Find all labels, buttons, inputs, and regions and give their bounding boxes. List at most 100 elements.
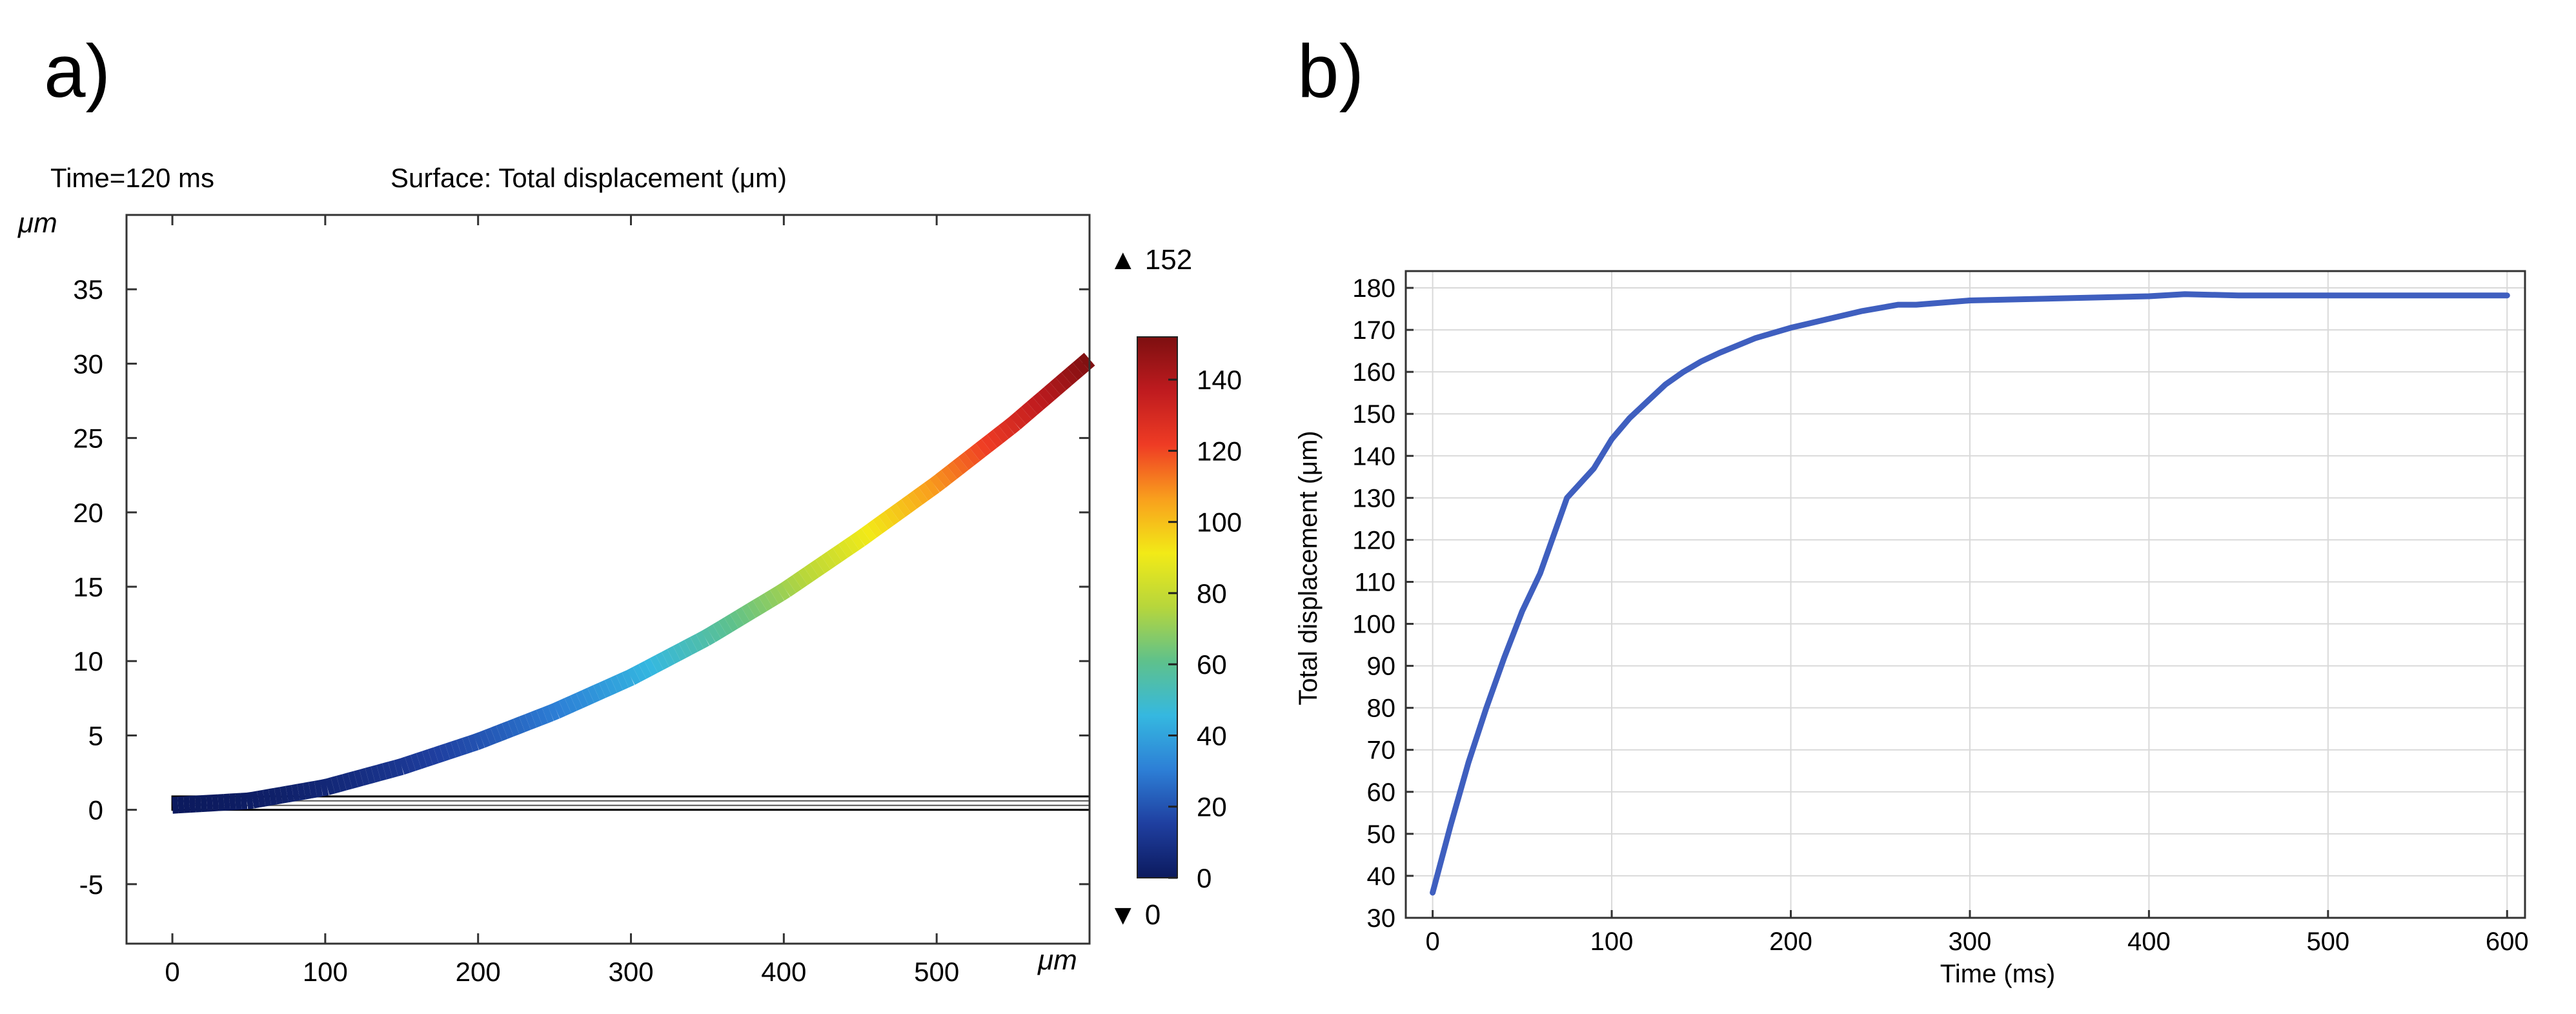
- deformed-beam-segment: [388, 760, 398, 778]
- deformed-beam-segment: [490, 725, 502, 744]
- panel-a-chart: Time=120 ms Surface: Total displacement …: [17, 163, 1095, 987]
- deformed-beam-segment: [218, 794, 225, 811]
- deformed-beam-segment: [690, 634, 704, 652]
- deformed-beam-segment: [576, 690, 589, 709]
- deformed-beam-segment: [536, 707, 549, 725]
- deformed-beam-segment: [713, 620, 727, 639]
- deformed-beam-segment: [582, 687, 594, 706]
- panel-a-y-axis: -5 0 5 10 15 20 25 30 35: [73, 274, 1090, 900]
- panel-a-colorbar: 0 20 40 60 80 100 120 140 ▲ 152 ▼ 0: [1109, 244, 1242, 931]
- deformed-beam-segment: [433, 745, 445, 764]
- deformed-beam-segment: [798, 567, 814, 585]
- deformed-beam-segment: [188, 795, 196, 813]
- deformed-beam-segment: [564, 695, 578, 714]
- panel-b-y-tick-label: 70: [1367, 736, 1396, 765]
- deformed-beam-segment: [206, 795, 213, 812]
- deformed-beam-segment: [786, 575, 802, 593]
- deformed-beam-segment: [696, 631, 710, 649]
- panel-b-x-axis: 0 100 200 300 400 500 600: [1425, 910, 2529, 956]
- deformed-beam-segment: [285, 785, 294, 803]
- deformed-beam-segment: [325, 777, 336, 795]
- deformed-beam-segment: [684, 636, 698, 655]
- deformed-beam-segment: [655, 652, 669, 670]
- panel-b-x-tick-label: 200: [1769, 928, 1812, 956]
- deformed-beam-segment: [724, 614, 739, 632]
- deformed-beam-segment: [610, 674, 624, 693]
- deformed-beam-segment: [547, 703, 560, 721]
- deformed-beam-segment: [1026, 397, 1044, 415]
- deformed-beam-segment: [764, 589, 779, 608]
- deformed-beam-segment: [359, 767, 370, 786]
- deformed-beam-segment: [1061, 367, 1078, 385]
- panel-b-x-tick-label: 0: [1425, 928, 1439, 956]
- panel-label-b: b): [1297, 29, 1364, 113]
- deformed-beam-segment: [758, 593, 773, 611]
- deformed-beam-segment: [314, 780, 323, 798]
- deformed-beam-segment: [513, 716, 525, 735]
- deformed-beam-segment: [519, 714, 531, 733]
- deformed-beam-segment: [1032, 392, 1050, 410]
- deformed-beam-segment: [353, 769, 364, 787]
- deformed-beam-segment: [878, 511, 894, 530]
- deformed-beam-segment: [365, 766, 376, 784]
- deformed-beam-segment: [245, 791, 254, 809]
- colorbar-tick-label: 100: [1197, 507, 1242, 538]
- deformed-beam-segment: [558, 698, 572, 716]
- panel-a-y-tick-label: -5: [79, 869, 103, 900]
- deformed-beam-segment: [330, 775, 341, 794]
- panel-b-x-tick-label: 300: [1949, 928, 1992, 956]
- deformed-beam-segment: [827, 547, 842, 566]
- panel-b-x-tick-label: 500: [2306, 928, 2349, 956]
- deformed-beam-segment: [741, 603, 756, 622]
- panel-a-title: Surface: Total displacement (μm): [390, 163, 787, 193]
- deformed-beam-segment: [952, 456, 969, 474]
- deformed-beam-segment: [918, 483, 934, 501]
- deformed-beam-segment: [370, 764, 381, 783]
- deformed-beam-segment: [1044, 382, 1061, 400]
- deformed-beam-segment: [268, 787, 278, 806]
- deformed-beam-segment: [177, 796, 185, 814]
- panel-b-y-tick-label: 130: [1352, 484, 1395, 512]
- deformed-beam-segment: [405, 755, 416, 773]
- panel-b-y-tick-label: 120: [1352, 526, 1395, 554]
- panel-b-series: [1430, 291, 2510, 896]
- panel-b-x-tick-label: 100: [1590, 928, 1634, 956]
- deformed-beam-segment: [946, 461, 963, 479]
- panel-a-y-axis-unit: μm: [17, 207, 57, 239]
- deformed-beam-segment: [958, 452, 975, 471]
- deformed-beam-segment: [638, 661, 653, 679]
- deformed-beam-segment: [274, 787, 283, 805]
- deformed-beam-segment: [855, 528, 871, 546]
- panel-a-time-label: Time=120 ms: [50, 163, 214, 193]
- deformed-beam-segment: [172, 796, 179, 814]
- deformed-beam-segment: [319, 778, 329, 796]
- deformed-beam-segment: [427, 747, 439, 766]
- panel-a-x-axis: 0 100 200 300 400 500: [165, 215, 959, 987]
- panel-b-y-tick-label: 90: [1367, 653, 1396, 681]
- deformed-beam-segment: [291, 784, 300, 802]
- deformed-beam-segment: [964, 447, 980, 466]
- deformed-beam-segment: [1009, 411, 1026, 430]
- deformed-beam-segment: [234, 793, 242, 810]
- deformed-beam-segment: [308, 780, 318, 799]
- colorbar-tick-label: 60: [1197, 649, 1227, 680]
- colorbar-tick-label: 140: [1197, 365, 1242, 395]
- deformed-beam-segment: [1020, 401, 1038, 420]
- deformed-beam-segment: [804, 563, 820, 582]
- deformed-beam-segment: [809, 559, 825, 578]
- deformed-beam-segment: [262, 789, 272, 807]
- deformed-beam-segment: [884, 507, 900, 525]
- panel-a-x-tick-label: 400: [761, 957, 806, 987]
- deformed-beam-segment: [815, 555, 831, 574]
- deformed-beam-segment: [524, 712, 537, 730]
- deformed-beam-segment: [478, 729, 491, 748]
- deformed-beam-segment: [183, 796, 190, 813]
- deformed-beam-segment: [832, 543, 848, 562]
- deformed-beam-segment: [223, 793, 230, 811]
- deformed-beam-segment: [530, 709, 543, 728]
- deformed-beam-segment: [376, 763, 387, 782]
- deformed-beam-segment: [1004, 416, 1020, 434]
- deformed-beam-segment: [821, 551, 837, 570]
- panel-b-y-axis: 30 40 50 60 70 80 90 100 110 120 130 140 150 160 170 18…: [1352, 274, 1414, 933]
- deformed-beam-segment: [593, 682, 606, 701]
